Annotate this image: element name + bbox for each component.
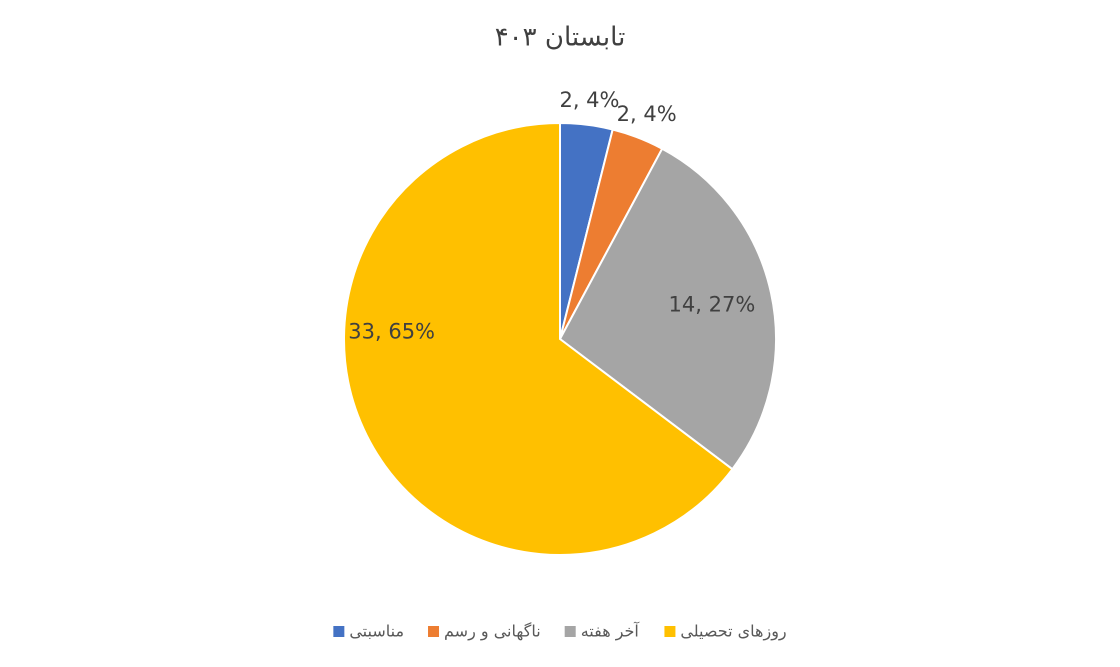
legend-label: ناگهانی و رسم <box>444 622 541 642</box>
data-label: 14, 27% <box>669 293 756 317</box>
pie-slice <box>558 147 777 471</box>
legend: مناسبتی ناگهانی و رسم آخر هفته روزهای تحصیل… <box>333 622 787 642</box>
legend-label: روزهای تحصیلی <box>680 622 786 642</box>
legend-swatch <box>564 626 576 637</box>
data-label: 2, 4% <box>617 102 677 126</box>
legend-swatch <box>333 626 345 637</box>
legend-label: مناسبتی <box>349 622 404 641</box>
legend-swatch <box>428 626 440 637</box>
data-label: 33, 65% <box>348 320 435 344</box>
legend-label: آخر هفته <box>581 622 641 642</box>
legend-swatch <box>664 626 676 637</box>
chart-title: تابستان ۴۰۳ <box>495 23 626 53</box>
pie-slice <box>343 121 734 556</box>
data-label: 2, 4% <box>559 88 619 112</box>
